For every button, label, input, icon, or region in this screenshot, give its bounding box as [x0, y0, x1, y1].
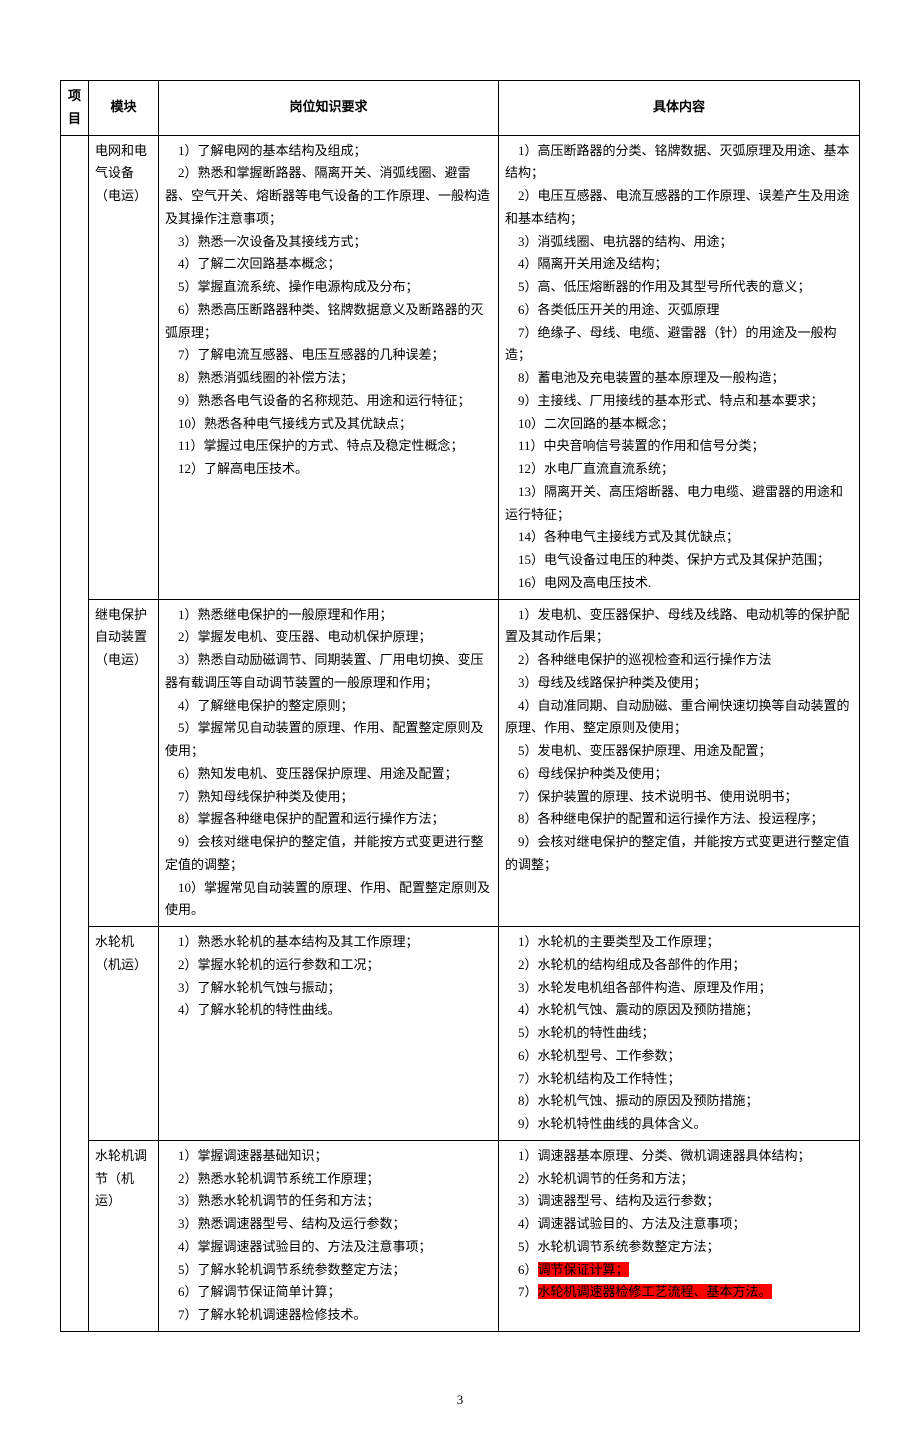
page-number: 3: [60, 1392, 860, 1408]
module-cell: 水轮机（机运）: [89, 927, 159, 1141]
project-cell: [61, 135, 89, 1331]
table-row: 水轮机调节（机运） 1）掌握调速器基础知识； 2）熟悉水轮机调节系统工作原理； …: [61, 1140, 860, 1331]
module-cell: 水轮机调节（机运）: [89, 1140, 159, 1331]
header-requirement: 岗位知识要求: [159, 81, 499, 136]
content-text: 1）发电机、变压器保护、母线及线路、电动机等的保护配置及其动作后果； 2）各种继…: [505, 607, 850, 872]
content-text: 1）水轮机的主要类型及工作原理； 2）水轮机的结构组成及各部件的作用； 3）水轮…: [505, 934, 772, 1131]
content-cell: 1）水轮机的主要类型及工作原理； 2）水轮机的结构组成及各部件的作用； 3）水轮…: [499, 927, 860, 1141]
table-row: 电网和电气设备（电运） 1）了解电网的基本结构及组成； 2）熟悉和掌握断路器、隔…: [61, 135, 860, 599]
header-content: 具体内容: [499, 81, 860, 136]
content-text: 1）高压断路器的分类、铭牌数据、灭弧原理及用途、基本结构； 2）电压互感器、电流…: [505, 143, 850, 590]
knowledge-table: 项目 模块 岗位知识要求 具体内容 电网和电气设备（电运） 1）了解电网的基本结…: [60, 80, 860, 1332]
requirement-text: 1）熟悉水轮机的基本结构及其工作原理； 2）掌握水轮机的运行参数和工况； 3）了…: [165, 934, 419, 1017]
requirement-text: 1）熟悉继电保护的一般原理和作用； 2）掌握发电机、变压器、电动机保护原理； 3…: [165, 607, 490, 918]
content-cell: 1）调速器基本原理、分类、微机调速器具体结构； 2）水轮机调节的任务和方法； 3…: [499, 1140, 860, 1331]
header-project: 项目: [61, 81, 89, 136]
content-cell: 1）高压断路器的分类、铭牌数据、灭弧原理及用途、基本结构； 2）电压互感器、电流…: [499, 135, 860, 599]
module-cell: 继电保护自动装置（电运）: [89, 599, 159, 927]
content-parts: 1）调速器基本原理、分类、微机调速器具体结构； 2）水轮机调节的任务和方法； 3…: [505, 1148, 811, 1300]
table-row: 水轮机（机运） 1）熟悉水轮机的基本结构及其工作原理； 2）掌握水轮机的运行参数…: [61, 927, 860, 1141]
requirement-cell: 1）掌握调速器基础知识； 2）熟悉水轮机调节系统工作原理； 3）熟悉水轮机调节的…: [159, 1140, 499, 1331]
requirement-cell: 1）了解电网的基本结构及组成； 2）熟悉和掌握断路器、隔离开关、消弧线圈、避雷器…: [159, 135, 499, 599]
table-header-row: 项目 模块 岗位知识要求 具体内容: [61, 81, 860, 136]
table-row: 继电保护自动装置（电运） 1）熟悉继电保护的一般原理和作用； 2）掌握发电机、变…: [61, 599, 860, 927]
module-text: 水轮机调节（机运）: [95, 1148, 147, 1209]
requirement-cell: 1）熟悉水轮机的基本结构及其工作原理； 2）掌握水轮机的运行参数和工况； 3）了…: [159, 927, 499, 1141]
requirement-text: 1）掌握调速器基础知识； 2）熟悉水轮机调节系统工作原理； 3）熟悉水轮机调节的…: [165, 1148, 432, 1322]
module-text: 电网和电气设备（电运）: [95, 143, 147, 204]
content-cell: 1）发电机、变压器保护、母线及线路、电动机等的保护配置及其动作后果； 2）各种继…: [499, 599, 860, 927]
module-cell: 电网和电气设备（电运）: [89, 135, 159, 599]
module-text: 继电保护自动装置（电运）: [95, 607, 147, 668]
header-module: 模块: [89, 81, 159, 136]
requirement-cell: 1）熟悉继电保护的一般原理和作用； 2）掌握发电机、变压器、电动机保护原理； 3…: [159, 599, 499, 927]
module-text: 水轮机（机运）: [95, 934, 147, 972]
requirement-text: 1）了解电网的基本结构及组成； 2）熟悉和掌握断路器、隔离开关、消弧线圈、避雷器…: [165, 143, 490, 477]
